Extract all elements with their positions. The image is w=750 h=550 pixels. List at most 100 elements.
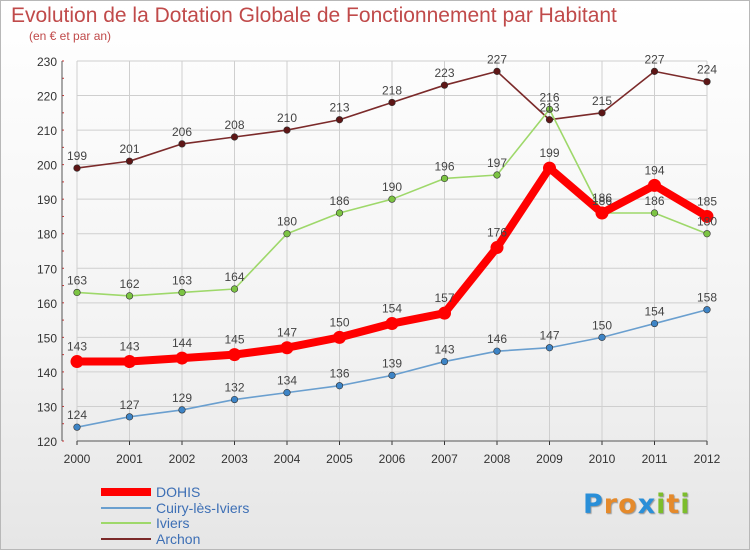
data-point-dohis — [333, 330, 346, 344]
data-point-iviers — [283, 230, 291, 238]
data-label-archon: 224 — [697, 63, 717, 77]
data-label-iviers: 180 — [697, 215, 717, 229]
data-label-cuiry-l-s-iviers: 146 — [487, 332, 507, 346]
data-point-dohis — [175, 351, 189, 365]
data-label-cuiry-l-s-iviers: 158 — [697, 291, 717, 305]
data-label-cuiry-l-s-iviers: 134 — [277, 374, 297, 388]
y-tick-label: 170 — [37, 262, 57, 276]
x-tick-label: 2006 — [379, 452, 406, 466]
data-point-archon — [493, 67, 501, 75]
data-point-dohis — [543, 161, 556, 175]
y-tick-label: 150 — [37, 331, 57, 345]
data-point-archon — [703, 78, 711, 86]
y-tick-label: 220 — [37, 90, 57, 104]
data-point-dohis — [648, 178, 661, 192]
data-point-iviers — [493, 171, 501, 179]
data-point-dohis — [385, 317, 399, 331]
data-label-cuiry-l-s-iviers: 143 — [434, 343, 454, 357]
logo-letter: i — [680, 489, 691, 520]
data-point-cuiry-l-s-iviers — [230, 395, 239, 404]
y-tick-label: 210 — [37, 124, 57, 138]
data-label-cuiry-l-s-iviers: 136 — [329, 367, 349, 381]
data-label-iviers: 163 — [172, 273, 192, 287]
logo-letter: x — [637, 489, 657, 520]
data-point-cuiry-l-s-iviers — [178, 406, 186, 414]
data-point-cuiry-l-s-iviers — [598, 333, 606, 341]
data-label-iviers: 197 — [487, 156, 507, 170]
data-label-cuiry-l-s-iviers: 139 — [382, 356, 402, 370]
data-point-dohis — [228, 348, 241, 362]
data-label-dohis: 145 — [224, 333, 244, 347]
legend-label: DOHIS — [156, 484, 201, 500]
data-label-archon: 210 — [277, 111, 297, 125]
logo-letter: t — [666, 489, 681, 520]
x-tick-label: 2004 — [274, 452, 301, 466]
data-point-cuiry-l-s-iviers — [388, 371, 396, 379]
x-tick-label: 2007 — [431, 452, 458, 466]
data-label-archon: 227 — [487, 52, 507, 66]
y-tick-label: 190 — [37, 193, 57, 207]
legend-swatch — [101, 522, 151, 524]
y-tick-label: 130 — [37, 400, 57, 414]
data-point-dohis — [700, 209, 714, 223]
data-label-dohis: 194 — [644, 163, 664, 177]
logo-letter: P — [583, 489, 604, 520]
data-label-archon: 218 — [382, 83, 402, 97]
data-label-dohis: 176 — [487, 226, 507, 240]
data-point-archon — [178, 140, 186, 148]
data-point-dohis — [123, 355, 136, 369]
data-point-cuiry-l-s-iviers — [283, 389, 291, 397]
data-point-cuiry-l-s-iviers — [335, 382, 344, 390]
data-label-cuiry-l-s-iviers: 154 — [644, 305, 664, 319]
data-point-cuiry-l-s-iviers — [440, 357, 449, 366]
data-point-dohis — [595, 206, 609, 220]
data-point-archon — [440, 81, 449, 89]
data-label-cuiry-l-s-iviers: 127 — [119, 398, 139, 412]
data-label-iviers: 216 — [539, 90, 559, 104]
legend-swatch — [101, 537, 151, 540]
data-label-archon: 223 — [434, 66, 454, 80]
x-tick-label: 2002 — [169, 452, 196, 466]
data-point-cuiry-l-s-iviers — [703, 306, 711, 314]
data-point-archon — [650, 67, 659, 75]
chart-title: Evolution de la Dotation Globale de Fonc… — [11, 4, 617, 27]
data-label-archon: 199 — [67, 149, 87, 163]
data-point-archon — [598, 109, 606, 117]
data-point-archon — [545, 116, 554, 124]
legend-swatch — [101, 506, 151, 509]
data-point-dohis — [438, 306, 451, 320]
proxiti-logo: Proxiti — [583, 489, 691, 520]
data-label-iviers: 186 — [592, 194, 612, 208]
data-point-dohis — [70, 355, 84, 369]
data-label-cuiry-l-s-iviers: 150 — [592, 318, 612, 332]
data-label-dohis: 143 — [67, 340, 87, 354]
data-point-archon — [125, 157, 134, 165]
chart-subtitle: (en € et par an) — [29, 29, 112, 43]
data-label-cuiry-l-s-iviers: 124 — [67, 408, 87, 422]
data-label-archon: 208 — [224, 118, 244, 132]
data-point-cuiry-l-s-iviers — [545, 344, 554, 352]
data-point-iviers — [545, 105, 554, 113]
x-tick-label: 2011 — [642, 452, 668, 466]
data-point-iviers — [388, 195, 396, 203]
data-label-dohis: 143 — [119, 340, 139, 354]
data-label-iviers: 162 — [119, 277, 139, 291]
data-label-dohis: 185 — [697, 194, 717, 208]
data-point-iviers — [73, 288, 81, 297]
data-labels: 199 201 206 208 210 213 218 223 227 213 215 227 224 1… — [67, 52, 717, 422]
legend-swatch — [101, 488, 151, 496]
data-label-archon: 227 — [644, 52, 664, 66]
x-tick-label: 2008 — [484, 452, 511, 466]
data-label-cuiry-l-s-iviers: 129 — [172, 391, 192, 405]
data-point-iviers — [703, 230, 711, 238]
data-label-iviers: 190 — [382, 180, 402, 194]
y-tick-label: 120 — [37, 435, 57, 449]
data-point-iviers — [650, 209, 659, 217]
y-tick-label: 180 — [37, 228, 57, 242]
data-point-iviers — [125, 292, 134, 300]
data-label-archon: 201 — [119, 142, 139, 156]
data-label-dohis: 157 — [434, 291, 454, 305]
data-label-archon: 213 — [539, 101, 559, 115]
y-tick-label: 230 — [37, 55, 57, 69]
